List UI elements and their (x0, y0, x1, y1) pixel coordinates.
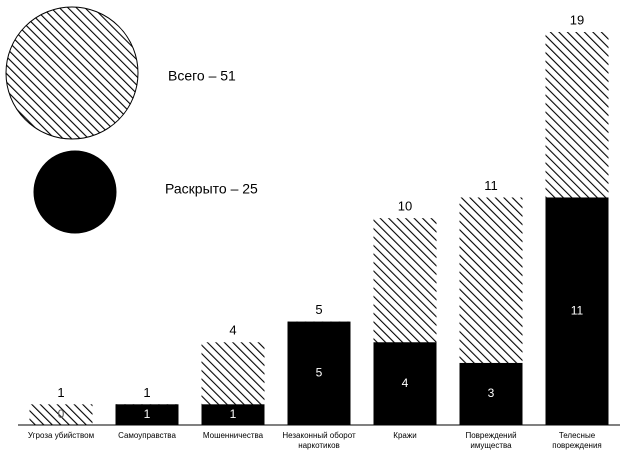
value-label: 11 (484, 178, 498, 193)
category-label: Телесные повреждения (552, 431, 602, 450)
category-label: Кражи (393, 431, 417, 440)
category-label: Незаконный оборот наркотиков (282, 431, 356, 450)
value-label: 4 (229, 323, 236, 338)
value-label: 1 (57, 385, 64, 400)
value-label: 5 (316, 365, 323, 379)
value-label: 1 (230, 407, 237, 421)
legend-label: Раскрыто – 25 (165, 181, 258, 197)
x-tick-label: Самоуправства (118, 431, 176, 440)
x-tick-label: Мошенничества (202, 431, 264, 440)
x-tick-label: Телесные повреждения (552, 431, 602, 450)
value-label: 0 (58, 407, 65, 421)
value-label: 1 (144, 407, 151, 421)
legend-swatch (5, 6, 139, 140)
category-label: Повреждений имущества (465, 431, 517, 450)
value-label: 19 (570, 12, 584, 27)
value-label: 1 (143, 385, 150, 400)
value-label: 3 (488, 386, 495, 400)
bar (201, 404, 265, 425)
x-tick-label: Незаконный оборот наркотиков (282, 431, 356, 450)
value-label: 10 (398, 199, 412, 214)
legend-swatch (33, 150, 117, 234)
category-label: Угроза убийством (27, 431, 95, 440)
category-label: Самоуправства (118, 431, 176, 440)
bar (545, 197, 609, 425)
x-tick-label: Угроза убийством (27, 431, 95, 440)
bar (459, 362, 523, 425)
value-label: 5 (315, 302, 322, 317)
value-label: 4 (402, 376, 409, 390)
value-label: 11 (571, 303, 584, 317)
x-tick-label: Кражи (393, 431, 417, 440)
bar (29, 404, 93, 425)
legend-label: Всего – 51 (168, 68, 236, 84)
bar (287, 321, 351, 425)
x-tick-label: Повреждений имущества (465, 431, 517, 450)
bar (115, 404, 179, 425)
bar (373, 342, 437, 425)
category-label: Мошенничества (202, 431, 264, 440)
